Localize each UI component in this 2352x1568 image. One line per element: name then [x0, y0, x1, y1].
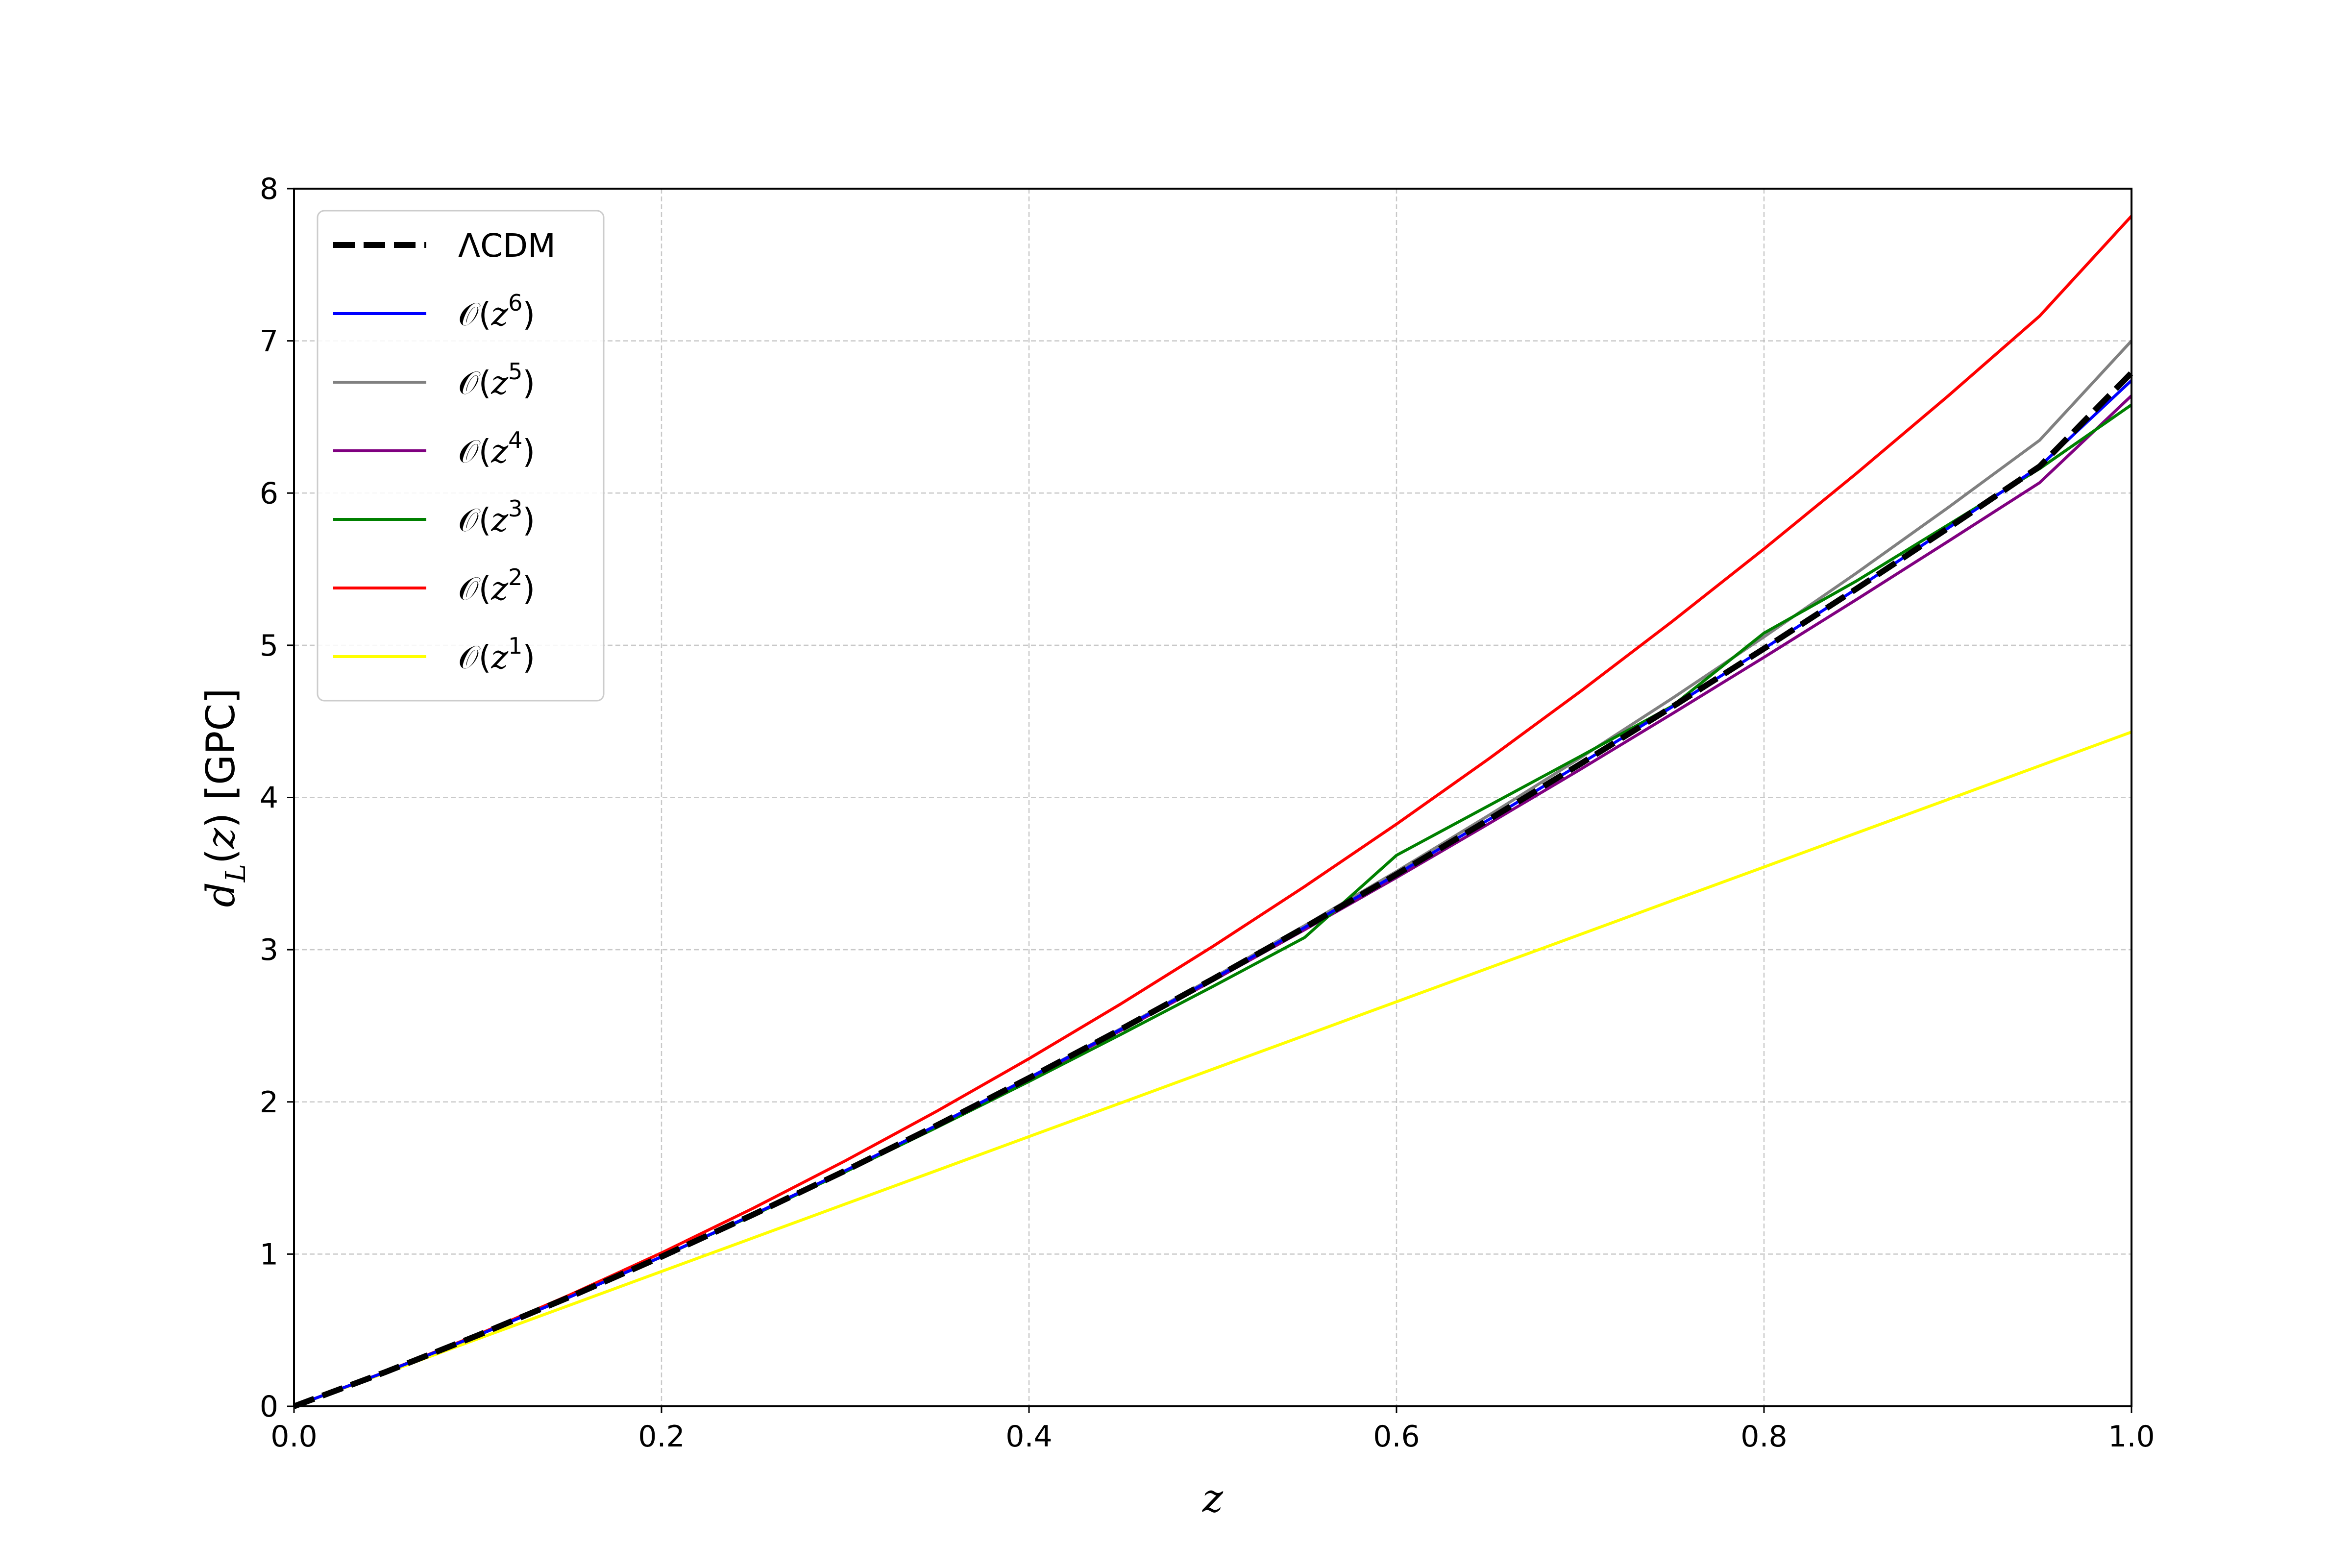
y-tick-label: 6: [260, 476, 278, 511]
x-axis-label: z: [1202, 1475, 1224, 1521]
y-tick-label: 3: [260, 933, 278, 967]
plot-series: [293, 215, 2134, 1409]
legend-label: ΛCDM: [458, 227, 556, 265]
series-line: [293, 370, 2134, 1409]
x-tick-label: 1.0: [2108, 1420, 2155, 1454]
legend-label: 𝒪(z4): [458, 427, 535, 470]
y-axis: 0 1 2 3 4 5 6 7 8: [260, 172, 294, 1424]
y-tick-label: 8: [260, 172, 278, 206]
series-line: [293, 215, 2133, 1408]
legend-label: 𝒪(z3): [458, 495, 535, 539]
y-tick-label: 4: [260, 781, 278, 815]
x-tick-label: 0.4: [1005, 1420, 1052, 1454]
y-axis-label: dL(z) [GPC]: [198, 688, 252, 907]
y-tick-label: 0: [260, 1390, 278, 1424]
y-tick-label: 7: [260, 324, 278, 359]
legend-box: [317, 210, 605, 702]
legend: ΛCDM 𝒪(z6) 𝒪(z5) 𝒪(z4) 𝒪(z3) 𝒪(z2) 𝒪(z1): [317, 210, 605, 702]
x-tick-label: 0.8: [1740, 1420, 1787, 1454]
y-tick-label: 1: [260, 1237, 278, 1272]
legend-label: 𝒪(z6): [458, 290, 535, 333]
legend-label: 𝒪(z2): [458, 564, 535, 608]
y-tick-label: 5: [260, 629, 278, 663]
x-axis: 0.0 0.2 0.4 0.6 0.8 1.0: [270, 1406, 2155, 1454]
y-tick-label: 2: [260, 1085, 278, 1120]
x-tick-label: 0.6: [1373, 1420, 1420, 1454]
x-tick-label: 0.0: [270, 1420, 317, 1454]
x-tick-label: 0.2: [638, 1420, 685, 1454]
legend-label: 𝒪(z5): [458, 358, 535, 402]
legend-label: 𝒪(z1): [458, 633, 535, 676]
series-line: [293, 731, 2132, 1408]
